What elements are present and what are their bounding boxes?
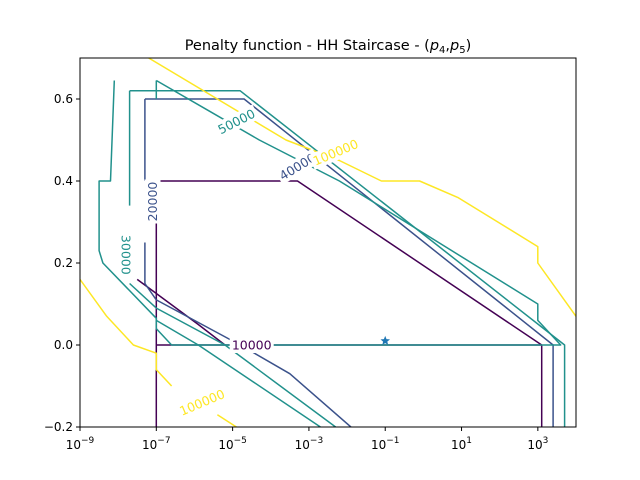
contour-label-gap — [213, 104, 260, 139]
x-tick-label: 10−9 — [66, 436, 95, 452]
contour-label-group-20000-0: 20000 — [144, 179, 161, 224]
x-tick-label: 103 — [527, 436, 548, 452]
x-tick-label: 10−7 — [142, 436, 171, 452]
y-tick-label: 0.4 — [54, 174, 73, 188]
y-tick-label: 0.2 — [54, 256, 73, 270]
y-tick-label: 0.0 — [54, 338, 73, 352]
chart-title: Penalty function - HH Staircase - (p4,p5… — [185, 38, 472, 56]
contour-label-10000: 10000 — [232, 338, 272, 353]
contour-label-gap — [308, 134, 363, 170]
contour-line-40000-0 — [98, 79, 562, 346]
contour-line-40000-2 — [155, 319, 321, 427]
contour-line-10000-2 — [136, 278, 226, 346]
axes-frame — [79, 57, 577, 428]
contour-label-gap — [144, 179, 161, 224]
contour-line-30000-0 — [129, 90, 566, 427]
contour-line-100000-2 — [216, 414, 237, 427]
contour-line-100000-1 — [80, 278, 173, 387]
contour-label-group-30000-0: 30000 — [117, 232, 134, 277]
contour-label-20000: 20000 — [145, 182, 160, 222]
x-tick-label: 10−1 — [371, 436, 400, 452]
x-tick-label: 10−5 — [218, 436, 247, 452]
y-tick-label: 0.6 — [54, 92, 73, 106]
x-tick-label: 101 — [451, 436, 472, 452]
contour-label-30000: 30000 — [118, 235, 133, 275]
y-tick-label: −0.2 — [44, 420, 73, 434]
contour-label-group-10000-0: 10000 — [229, 337, 274, 353]
contour-line-20000-2 — [144, 242, 352, 427]
optimum-star-marker — [380, 335, 390, 345]
contour-line-20000-0 — [144, 98, 554, 427]
contour-line-30000-2 — [129, 282, 337, 427]
contour-label-gap — [274, 148, 321, 185]
contour-line-100000-0 — [148, 58, 576, 317]
contour-label-gap — [175, 384, 230, 420]
contour-label-gap — [117, 232, 134, 277]
x-tick-label: 10−3 — [295, 436, 324, 452]
contour-label-gap — [229, 337, 274, 353]
axes-ticks: 10−9 10−7 10−5 10−3 10−1 101 103 −0.2 0.0 0.2 0.4 0… — [44, 92, 548, 452]
